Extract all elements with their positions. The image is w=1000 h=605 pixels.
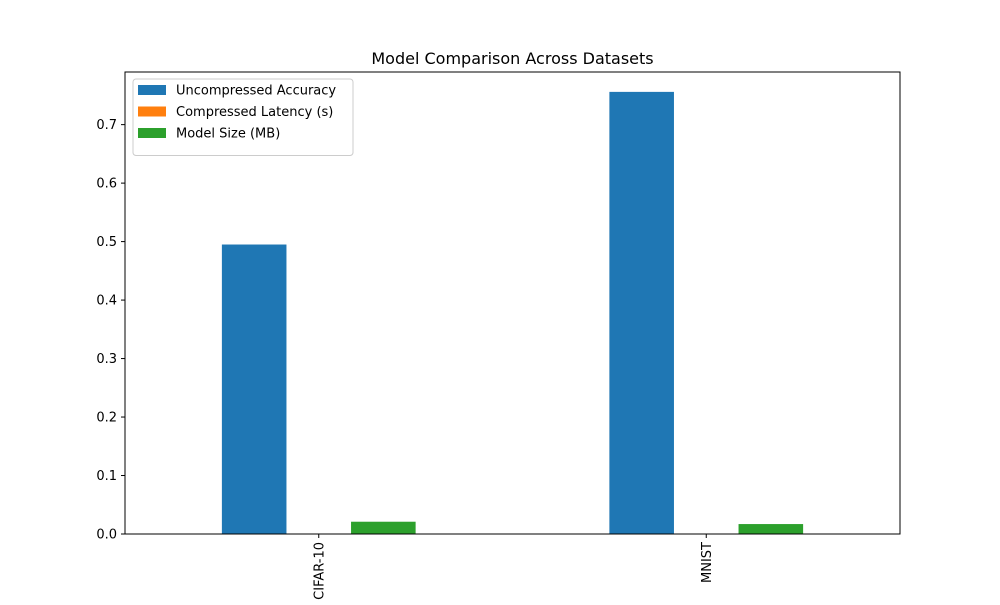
y-tick-label: 0.4 xyxy=(96,294,117,309)
legend-swatch xyxy=(138,128,166,138)
y-axis: 0.0 0.1 0.2 0.3 0.4 0.5 0.6 0.7 xyxy=(96,118,125,542)
legend-swatch xyxy=(138,85,166,95)
legend: Uncompressed Accuracy Compressed Latency … xyxy=(133,79,353,156)
x-tick-label: CIFAR-10 xyxy=(312,542,327,600)
x-tick-label: MNIST xyxy=(700,542,715,583)
y-tick-label: 0.3 xyxy=(96,352,117,367)
bar-1-mnist xyxy=(609,92,674,534)
legend-swatch xyxy=(138,107,166,117)
y-tick-label: 0.0 xyxy=(96,528,117,543)
y-tick-label: 0.1 xyxy=(96,469,117,484)
bar-3-cifar-10 xyxy=(351,522,416,534)
y-tick-label: 0.6 xyxy=(96,177,117,192)
legend-label: Compressed Latency (s) xyxy=(176,105,333,120)
chart-title: Model Comparison Across Datasets xyxy=(371,49,653,68)
bar-1-cifar-10 xyxy=(222,245,287,534)
bar-3-mnist xyxy=(739,524,804,534)
legend-label: Model Size (MB) xyxy=(176,127,280,142)
x-axis: CIFAR-10 MNIST xyxy=(312,534,715,600)
bars-group xyxy=(222,92,803,534)
legend-label: Uncompressed Accuracy xyxy=(176,84,336,99)
y-tick-label: 0.5 xyxy=(96,235,117,250)
y-tick-label: 0.2 xyxy=(96,411,117,426)
y-tick-label: 0.7 xyxy=(96,118,117,133)
